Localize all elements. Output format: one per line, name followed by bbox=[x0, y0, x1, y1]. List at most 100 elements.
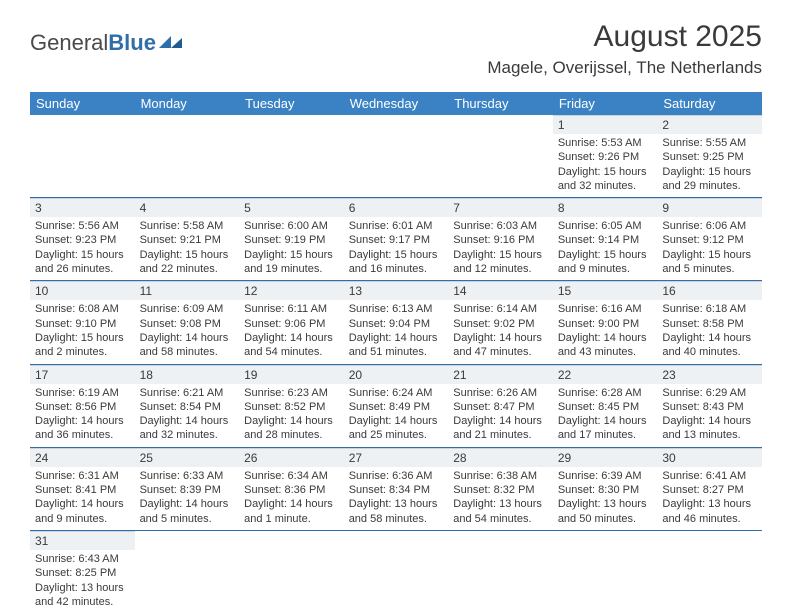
day-number: 4 bbox=[135, 198, 240, 217]
daylight-line: Daylight: 14 hours and 9 minutes. bbox=[35, 497, 130, 526]
calendar-week: 1Sunrise: 5:53 AMSunset: 9:26 PMDaylight… bbox=[30, 115, 762, 198]
sunset-line: Sunset: 8:27 PM bbox=[662, 483, 757, 497]
daylight-line: Daylight: 15 hours and 19 minutes. bbox=[244, 248, 339, 277]
calendar-cell: 8Sunrise: 6:05 AMSunset: 9:14 PMDaylight… bbox=[553, 198, 658, 281]
day-number: 9 bbox=[657, 198, 762, 217]
sunrise-line: Sunrise: 6:36 AM bbox=[349, 469, 444, 483]
sunset-line: Sunset: 8:39 PM bbox=[140, 483, 235, 497]
sunset-line: Sunset: 9:25 PM bbox=[662, 150, 757, 164]
day-number: 29 bbox=[553, 448, 658, 467]
sunset-line: Sunset: 8:54 PM bbox=[140, 400, 235, 414]
sunset-line: Sunset: 8:34 PM bbox=[349, 483, 444, 497]
sunset-line: Sunset: 9:26 PM bbox=[558, 150, 653, 164]
day-header: Sunday bbox=[30, 92, 135, 115]
day-data: Sunrise: 6:19 AMSunset: 8:56 PMDaylight:… bbox=[30, 384, 135, 447]
calendar-cell bbox=[344, 115, 449, 198]
sunrise-line: Sunrise: 6:23 AM bbox=[244, 386, 339, 400]
day-data: Sunrise: 6:14 AMSunset: 9:02 PMDaylight:… bbox=[448, 300, 553, 363]
daylight-line: Daylight: 14 hours and 36 minutes. bbox=[35, 414, 130, 443]
sunset-line: Sunset: 8:47 PM bbox=[453, 400, 548, 414]
calendar-cell: 25Sunrise: 6:33 AMSunset: 8:39 PMDayligh… bbox=[135, 447, 240, 530]
sunset-line: Sunset: 8:52 PM bbox=[244, 400, 339, 414]
sunrise-line: Sunrise: 6:24 AM bbox=[349, 386, 444, 400]
sunrise-line: Sunrise: 6:08 AM bbox=[35, 302, 130, 316]
sunset-line: Sunset: 8:36 PM bbox=[244, 483, 339, 497]
day-data: Sunrise: 6:18 AMSunset: 8:58 PMDaylight:… bbox=[657, 300, 762, 363]
calendar-cell: 22Sunrise: 6:28 AMSunset: 8:45 PMDayligh… bbox=[553, 364, 658, 447]
day-number: 25 bbox=[135, 448, 240, 467]
calendar-cell: 12Sunrise: 6:11 AMSunset: 9:06 PMDayligh… bbox=[239, 281, 344, 364]
day-number: 16 bbox=[657, 281, 762, 300]
day-number: 5 bbox=[239, 198, 344, 217]
day-data: Sunrise: 6:41 AMSunset: 8:27 PMDaylight:… bbox=[657, 467, 762, 530]
calendar-cell bbox=[657, 530, 762, 613]
daylight-line: Daylight: 14 hours and 51 minutes. bbox=[349, 331, 444, 360]
day-data: Sunrise: 6:11 AMSunset: 9:06 PMDaylight:… bbox=[239, 300, 344, 363]
calendar-cell: 2Sunrise: 5:55 AMSunset: 9:25 PMDaylight… bbox=[657, 115, 762, 198]
day-number: 27 bbox=[344, 448, 449, 467]
day-number: 2 bbox=[657, 115, 762, 134]
day-number: 18 bbox=[135, 365, 240, 384]
daylight-line: Daylight: 14 hours and 1 minute. bbox=[244, 497, 339, 526]
day-number: 28 bbox=[448, 448, 553, 467]
calendar-cell: 19Sunrise: 6:23 AMSunset: 8:52 PMDayligh… bbox=[239, 364, 344, 447]
sunrise-line: Sunrise: 6:38 AM bbox=[453, 469, 548, 483]
daylight-line: Daylight: 13 hours and 58 minutes. bbox=[349, 497, 444, 526]
day-data: Sunrise: 6:31 AMSunset: 8:41 PMDaylight:… bbox=[30, 467, 135, 530]
daylight-line: Daylight: 15 hours and 22 minutes. bbox=[140, 248, 235, 277]
day-data: Sunrise: 5:56 AMSunset: 9:23 PMDaylight:… bbox=[30, 217, 135, 280]
day-number: 13 bbox=[344, 281, 449, 300]
day-header: Monday bbox=[135, 92, 240, 115]
calendar-cell bbox=[30, 115, 135, 198]
daylight-line: Daylight: 15 hours and 12 minutes. bbox=[453, 248, 548, 277]
sunset-line: Sunset: 9:02 PM bbox=[453, 317, 548, 331]
calendar-cell: 24Sunrise: 6:31 AMSunset: 8:41 PMDayligh… bbox=[30, 447, 135, 530]
day-data: Sunrise: 6:00 AMSunset: 9:19 PMDaylight:… bbox=[239, 217, 344, 280]
day-data: Sunrise: 6:09 AMSunset: 9:08 PMDaylight:… bbox=[135, 300, 240, 363]
sunrise-line: Sunrise: 5:56 AM bbox=[35, 219, 130, 233]
sunset-line: Sunset: 9:19 PM bbox=[244, 233, 339, 247]
sunset-line: Sunset: 9:23 PM bbox=[35, 233, 130, 247]
sunrise-line: Sunrise: 6:03 AM bbox=[453, 219, 548, 233]
sunset-line: Sunset: 9:14 PM bbox=[558, 233, 653, 247]
day-number: 24 bbox=[30, 448, 135, 467]
calendar-cell: 15Sunrise: 6:16 AMSunset: 9:00 PMDayligh… bbox=[553, 281, 658, 364]
day-data: Sunrise: 6:08 AMSunset: 9:10 PMDaylight:… bbox=[30, 300, 135, 363]
daylight-line: Daylight: 14 hours and 13 minutes. bbox=[662, 414, 757, 443]
day-header: Tuesday bbox=[239, 92, 344, 115]
calendar-cell: 16Sunrise: 6:18 AMSunset: 8:58 PMDayligh… bbox=[657, 281, 762, 364]
calendar-cell: 13Sunrise: 6:13 AMSunset: 9:04 PMDayligh… bbox=[344, 281, 449, 364]
daylight-line: Daylight: 15 hours and 32 minutes. bbox=[558, 165, 653, 194]
day-number: 17 bbox=[30, 365, 135, 384]
sunrise-line: Sunrise: 6:41 AM bbox=[662, 469, 757, 483]
daylight-line: Daylight: 14 hours and 28 minutes. bbox=[244, 414, 339, 443]
logo: GeneralBlue bbox=[30, 20, 184, 56]
calendar-header-row: SundayMondayTuesdayWednesdayThursdayFrid… bbox=[30, 92, 762, 115]
day-data: Sunrise: 6:38 AMSunset: 8:32 PMDaylight:… bbox=[448, 467, 553, 530]
calendar-week: 31Sunrise: 6:43 AMSunset: 8:25 PMDayligh… bbox=[30, 530, 762, 613]
calendar-cell: 28Sunrise: 6:38 AMSunset: 8:32 PMDayligh… bbox=[448, 447, 553, 530]
sunrise-line: Sunrise: 6:06 AM bbox=[662, 219, 757, 233]
day-number: 11 bbox=[135, 281, 240, 300]
calendar-cell: 18Sunrise: 6:21 AMSunset: 8:54 PMDayligh… bbox=[135, 364, 240, 447]
sunrise-line: Sunrise: 6:26 AM bbox=[453, 386, 548, 400]
day-data: Sunrise: 6:23 AMSunset: 8:52 PMDaylight:… bbox=[239, 384, 344, 447]
calendar-cell: 23Sunrise: 6:29 AMSunset: 8:43 PMDayligh… bbox=[657, 364, 762, 447]
sunrise-line: Sunrise: 5:58 AM bbox=[140, 219, 235, 233]
sunset-line: Sunset: 8:43 PM bbox=[662, 400, 757, 414]
day-data: Sunrise: 6:06 AMSunset: 9:12 PMDaylight:… bbox=[657, 217, 762, 280]
sunset-line: Sunset: 9:10 PM bbox=[35, 317, 130, 331]
day-number: 19 bbox=[239, 365, 344, 384]
day-data: Sunrise: 6:33 AMSunset: 8:39 PMDaylight:… bbox=[135, 467, 240, 530]
calendar-cell bbox=[448, 115, 553, 198]
calendar-cell bbox=[344, 530, 449, 613]
day-header: Wednesday bbox=[344, 92, 449, 115]
daylight-line: Daylight: 15 hours and 2 minutes. bbox=[35, 331, 130, 360]
day-number: 3 bbox=[30, 198, 135, 217]
day-data: Sunrise: 6:01 AMSunset: 9:17 PMDaylight:… bbox=[344, 217, 449, 280]
daylight-line: Daylight: 13 hours and 50 minutes. bbox=[558, 497, 653, 526]
sunset-line: Sunset: 8:49 PM bbox=[349, 400, 444, 414]
calendar-cell bbox=[553, 530, 658, 613]
calendar-body: 1Sunrise: 5:53 AMSunset: 9:26 PMDaylight… bbox=[30, 115, 762, 613]
sunset-line: Sunset: 9:17 PM bbox=[349, 233, 444, 247]
